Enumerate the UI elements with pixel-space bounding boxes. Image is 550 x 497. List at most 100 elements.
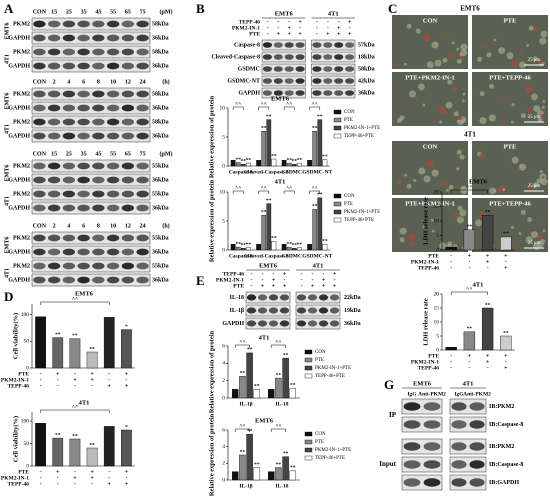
band [77,20,90,28]
cell-dot [397,179,403,185]
micrograph [392,15,468,69]
cell-dot [493,38,497,42]
micrograph [392,198,468,252]
band [296,307,307,314]
lane-label: IgG [407,391,417,397]
band [136,204,149,212]
band [273,78,283,84]
sign: + [90,371,94,377]
cell-dot [457,205,463,211]
band [279,320,290,327]
cell-label: 4T1 [328,10,339,17]
cell-dot [540,113,546,119]
x-tick-label: Cleaved-Caspase-8 [244,253,289,259]
bar [322,243,328,251]
cell-dot [518,231,522,235]
sign: - [74,383,76,389]
band [62,176,76,184]
significance: ** [322,238,328,244]
bar [289,470,297,481]
cell-label: 4T1 [463,380,474,387]
sign: + [486,259,490,265]
band [62,234,76,242]
legend-swatch [304,431,313,437]
legend-swatch [333,133,342,139]
band [273,90,283,96]
significance: ** [247,347,253,353]
significance: * [125,324,128,330]
sign: - [74,481,76,487]
band [77,104,90,112]
y-tick-label: 5 [222,134,225,140]
bar [35,423,46,467]
significance: ** [322,154,328,160]
sign: + [333,283,337,289]
bracket-label: ^^ [466,184,472,190]
bracket [40,409,110,413]
band [106,104,120,112]
band [92,190,105,198]
sign: + [283,271,287,277]
sign: - [468,365,470,371]
bar [289,388,297,399]
band [121,234,135,242]
y-tick-label: 100 [21,418,30,424]
significance: ** [246,157,252,163]
condition-label: PTE [18,371,29,377]
significance: ** [241,159,247,165]
blot [31,259,151,273]
cell-dot [459,160,463,164]
y-tick-label: 6 [222,427,225,433]
band [77,262,90,270]
bar [271,158,277,167]
bar [322,159,328,167]
band [323,54,333,60]
significance: ** [89,346,95,352]
blot [31,173,151,187]
legend-swatch [304,357,313,363]
significance: ** [467,224,473,230]
band [136,104,149,112]
band [307,307,318,314]
blot [261,39,306,51]
cell-label: 4T1 [4,124,10,134]
y-tick-label: 4 [222,444,225,450]
band [92,34,105,42]
sign: + [337,31,341,37]
legend-label: CON [344,194,355,199]
band [257,320,268,327]
legend-swatch [304,455,313,461]
bar [266,119,272,167]
significance: ** [55,432,61,438]
panel-letter: A [4,1,14,16]
legend-label: PKM2-IN-1+PTE [344,210,380,215]
y-tick-label: 50 [24,441,30,447]
cell-dot [431,120,435,124]
cell-dot [403,62,407,66]
band [318,294,329,301]
sign: + [337,25,341,31]
band [284,78,294,84]
band [62,20,76,28]
kda-label: 58kDa [152,49,169,55]
kda-label: 55kDa [152,235,169,241]
scale-label: 25 μm [528,58,541,63]
band [47,90,61,98]
cell-dot [430,218,434,222]
significance: ** [246,242,252,248]
sign: - [450,253,452,259]
band [329,320,340,327]
band [33,34,46,42]
cell-dot [533,105,541,113]
lane-label: 6 [82,79,85,85]
band [92,90,105,98]
significance: ** [312,125,318,131]
blot [31,59,151,73]
bracket-label: ^^ [311,185,317,191]
bar [35,316,46,369]
bar [281,243,287,251]
band [469,460,485,469]
sign: - [450,359,452,365]
band [136,276,149,284]
band [62,248,76,256]
